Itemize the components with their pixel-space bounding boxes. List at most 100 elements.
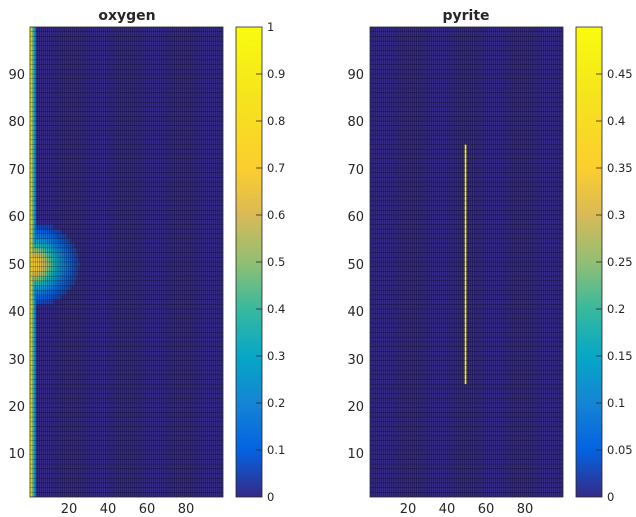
- heatmap-cell: [66, 252, 69, 258]
- plot-frame-pyrite: [369, 26, 564, 498]
- heatmap-cell: [33, 266, 37, 272]
- heatmap-cell: [57, 262, 60, 267]
- heatmap-cell: [43, 280, 46, 286]
- chart-title-oxygen: oxygen: [98, 8, 155, 24]
- heatmap-cell: [30, 299, 33, 305]
- heatmap-cell: [37, 285, 40, 291]
- ytick-label: 10: [8, 447, 25, 462]
- heatmap-cell: [39, 299, 42, 305]
- heatmap-cell: [30, 280, 33, 286]
- heatmap-cell: [33, 280, 37, 286]
- heatmap-cell: [43, 262, 46, 267]
- heatmap-cell: [35, 233, 39, 239]
- colorbar-tickmarks: [596, 73, 602, 451]
- xtick-label: 80: [178, 502, 195, 517]
- heatmap-cell: [68, 280, 71, 286]
- heatmap-cell: [49, 299, 52, 305]
- heatmap-cell: [58, 262, 62, 267]
- heatmap-cell: [55, 285, 58, 291]
- heatmap-cell: [74, 252, 77, 258]
- heatmap-cell: [57, 276, 60, 282]
- ytick-label: 70: [347, 163, 364, 178]
- heatmap-cell: [72, 247, 75, 253]
- heatmap-cell: [35, 294, 39, 300]
- heatmap-cell: [41, 238, 44, 244]
- heatmap-cell: [51, 229, 54, 235]
- heatmap-cell: [39, 271, 42, 277]
- heatmap-cell: [47, 285, 50, 291]
- heatmap-cell: [57, 243, 60, 249]
- heatmap-cell-line: [464, 144, 467, 385]
- heatmap-cell: [55, 252, 58, 258]
- heatmap-cell: [58, 229, 62, 235]
- heatmap-cell: [49, 271, 52, 277]
- heatmap-cell: [51, 243, 54, 249]
- heatmap-cell: [30, 271, 33, 277]
- heatmap-cell: [74, 247, 77, 253]
- heatmap-cell: [64, 285, 67, 291]
- heatmap-cell: [74, 266, 77, 272]
- heatmap-cell: [55, 290, 58, 296]
- heatmap-cell: [45, 247, 48, 253]
- heatmap-cell: [58, 276, 62, 282]
- heatmap-cell: [57, 233, 60, 239]
- heatmap-cell: [45, 294, 48, 300]
- heatmap-cell: [33, 271, 37, 277]
- grid-oxygen: [30, 27, 223, 497]
- heatmap-cell: [51, 247, 54, 253]
- heatmap-cell: [64, 252, 67, 258]
- heatmap-cell: [30, 229, 33, 235]
- heatmap-cell: [68, 271, 71, 277]
- heatmap-cell: [62, 290, 66, 296]
- heatmap-cell: [41, 252, 44, 258]
- heatmap-cell: [66, 271, 69, 277]
- heatmap-cell: [62, 252, 66, 258]
- heatmap-cell: [35, 229, 39, 235]
- heatmap-cell: [57, 290, 60, 296]
- ytick-label: 90: [347, 68, 364, 83]
- panel-pyrite: pyrite 10 20 30 40 50 60 70 80 90 20 40 …: [347, 8, 632, 517]
- heatmap-cell: [76, 266, 79, 272]
- heatmap-cell: [49, 266, 52, 272]
- heatmap-cell: [37, 257, 40, 263]
- heatmap-pyrite: [369, 26, 564, 498]
- heatmap-cell: [31, 238, 35, 244]
- heatmap-cell: [53, 290, 56, 296]
- heatmap-cell: [60, 243, 64, 249]
- colorbar-tick-label: 0.3: [607, 208, 625, 222]
- heatmap-cell: [57, 266, 60, 272]
- heatmap-cell: [47, 243, 50, 249]
- heatmap-cell: [64, 266, 67, 272]
- heatmap-cell: [55, 280, 58, 286]
- heatmap-cell: [41, 262, 44, 267]
- heatmap-cell: [74, 257, 77, 263]
- heatmap-cell: [72, 257, 75, 263]
- heatmap-cell: [31, 276, 35, 282]
- heatmap-cell: [37, 247, 40, 253]
- heatmap-cell: [47, 247, 50, 253]
- heatmap-cell: [45, 252, 48, 258]
- heatmap-cell: [49, 280, 52, 286]
- heatmap-cell: [31, 285, 35, 291]
- heatmap-cell: [58, 294, 62, 300]
- heatmap-cell: [39, 276, 42, 282]
- heatmap-cell: [47, 224, 50, 230]
- heatmap-cell: [37, 266, 40, 272]
- heatmap-cell: [47, 252, 50, 258]
- heatmap-cell: [53, 271, 56, 277]
- heatmap-cell: [45, 266, 48, 272]
- heatmap-cell: [47, 290, 50, 296]
- yaxis-pyrite: 10 20 30 40 50 60 70 80 90: [347, 68, 364, 462]
- heatmap-cell: [66, 266, 69, 272]
- heatmap-cell: [31, 247, 35, 253]
- heatmap-cell: [68, 262, 71, 267]
- heatmap-cell: [53, 266, 56, 272]
- heatmap-cell: [57, 252, 60, 258]
- heatmap-cell: [51, 233, 54, 239]
- heatmap-cell: [33, 262, 37, 267]
- heatmap-cell: [53, 285, 56, 291]
- heatmap-cell: [70, 252, 73, 258]
- heatmap-cell: [51, 276, 54, 282]
- grid-lines: [370, 27, 563, 497]
